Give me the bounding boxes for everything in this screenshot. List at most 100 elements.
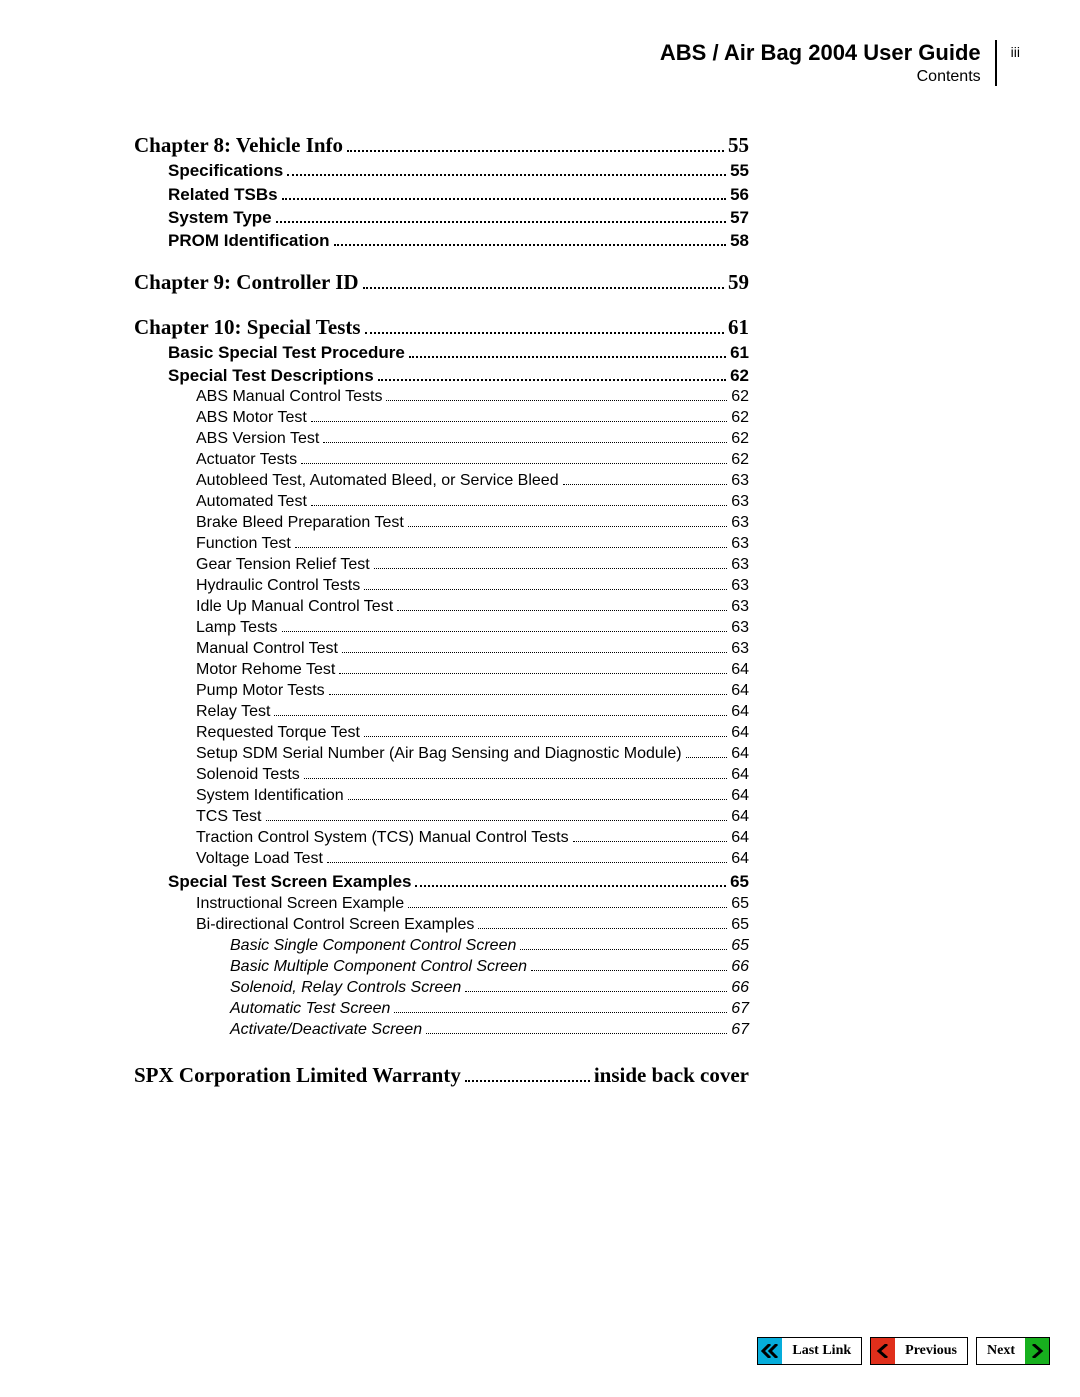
toc-leader-dots — [378, 371, 726, 381]
toc-label: Related TSBs — [168, 184, 278, 205]
toc-label: Basic Special Test Procedure — [168, 342, 405, 363]
toc-row[interactable]: Chapter 9: Controller ID59 — [134, 269, 749, 295]
toc-label: Function Test — [196, 534, 291, 554]
toc-row[interactable]: SPX Corporation Limited Warrantyinside b… — [134, 1062, 749, 1088]
toc-row[interactable]: Related TSBs 56 — [168, 184, 749, 205]
toc-row[interactable]: TCS Test 64 — [196, 807, 749, 827]
toc-row[interactable]: Automatic Test Screen67 — [230, 999, 749, 1019]
toc-label: Chapter 10: Special Tests — [134, 314, 361, 340]
toc-label: Requested Torque Test — [196, 723, 360, 743]
toc-page: 64 — [731, 660, 749, 680]
toc-row[interactable]: Setup SDM Serial Number (Air Bag Sensing… — [196, 744, 749, 764]
doc-subtitle: Contents — [660, 68, 981, 86]
toc-label: PROM Identification — [168, 230, 330, 251]
toc-row[interactable]: ABS Motor Test62 — [196, 408, 749, 428]
toc-leader-dots — [347, 139, 724, 152]
toc-row[interactable]: Brake Bleed Preparation Test63 — [196, 513, 749, 533]
toc-leader-dots — [304, 770, 727, 780]
toc-row[interactable]: PROM Identification58 — [168, 230, 749, 251]
toc-label: Bi-directional Control Screen Examples — [196, 915, 474, 935]
toc-label: Gear Tension Relief Test — [196, 555, 370, 575]
toc-row[interactable]: Basic Single Component Control Screen65 — [230, 936, 749, 956]
toc-leader-dots — [465, 1069, 590, 1082]
toc-label: Solenoid, Relay Controls Screen — [230, 978, 461, 998]
toc-page: 57 — [730, 207, 749, 228]
next-button[interactable]: Next — [976, 1337, 1050, 1365]
toc-label: Basic Multiple Component Control Screen — [230, 957, 527, 977]
toc-row[interactable]: Traction Control System (TCS) Manual Con… — [196, 828, 749, 848]
toc-row[interactable]: System Identification64 — [196, 786, 749, 806]
toc-row[interactable]: Chapter 8: Vehicle Info55 — [134, 132, 749, 158]
toc-label: Special Test Descriptions — [168, 365, 374, 386]
toc-page: 63 — [731, 618, 749, 638]
toc-row[interactable]: Lamp Tests 63 — [196, 618, 749, 638]
toc-page: 66 — [731, 957, 749, 977]
toc-page: 63 — [731, 555, 749, 575]
toc-row[interactable]: System Type57 — [168, 207, 749, 228]
toc-page: 56 — [730, 184, 749, 205]
toc-leader-dots — [323, 434, 727, 444]
toc-page: 55 — [730, 160, 749, 181]
toc-leader-dots — [408, 518, 727, 528]
toc-label: Manual Control Test — [196, 639, 338, 659]
previous-button[interactable]: Previous — [870, 1337, 968, 1365]
toc-page: 63 — [731, 513, 749, 533]
toc-leader-dots — [531, 961, 727, 971]
toc-row[interactable]: Automated Test63 — [196, 492, 749, 512]
toc-row[interactable]: Basic Multiple Component Control Screen 6… — [230, 957, 749, 977]
toc-page: 64 — [731, 849, 749, 869]
toc-row[interactable]: Hydraulic Control Tests63 — [196, 576, 749, 596]
toc-page: 63 — [731, 576, 749, 596]
toc-page: 65 — [731, 936, 749, 956]
toc-row[interactable]: Solenoid, Relay Controls Screen66 — [230, 978, 749, 998]
page-number: iii — [1011, 40, 1020, 60]
toc-row[interactable]: Idle Up Manual Control Test63 — [196, 597, 749, 617]
toc-row[interactable]: Voltage Load Test64 — [196, 849, 749, 869]
toc-row[interactable]: ABS Version Test62 — [196, 429, 749, 449]
lastlink-label: Last Link — [782, 1338, 861, 1364]
toc-page: 64 — [731, 807, 749, 827]
toc-leader-dots — [374, 560, 727, 570]
toc-row[interactable]: Basic Special Test Procedure61 — [168, 342, 749, 363]
toc-leader-dots — [329, 686, 728, 696]
toc-page: 64 — [731, 681, 749, 701]
toc-leader-dots — [342, 644, 727, 654]
toc-row[interactable]: ABS Manual Control Tests62 — [196, 387, 749, 407]
lastlink-button[interactable]: Last Link — [757, 1337, 862, 1365]
toc-row[interactable]: Actuator Tests62 — [196, 450, 749, 470]
toc-label: ABS Version Test — [196, 429, 319, 449]
toc-leader-dots — [282, 189, 726, 199]
header-divider — [995, 40, 997, 86]
toc-row[interactable]: Relay Test64 — [196, 702, 749, 722]
toc-label: Chapter 8: Vehicle Info — [134, 132, 343, 158]
toc-row[interactable]: Chapter 10: Special Tests 61 — [134, 314, 749, 340]
toc-label: Lamp Tests — [196, 618, 278, 638]
toc-row[interactable]: Bi-directional Control Screen Examples 65 — [196, 915, 749, 935]
toc-leader-dots — [686, 749, 728, 759]
toc-page: 62 — [731, 387, 749, 407]
toc-row[interactable]: Gear Tension Relief Test 63 — [196, 555, 749, 575]
next-label: Next — [977, 1338, 1025, 1364]
toc-row[interactable]: Special Test Descriptions62 — [168, 365, 749, 386]
toc-row[interactable]: Solenoid Tests64 — [196, 765, 749, 785]
toc-row[interactable]: Specifications55 — [168, 160, 749, 181]
toc-row[interactable]: Function Test63 — [196, 534, 749, 554]
toc-page: 61 — [728, 314, 749, 340]
toc-page: 65 — [731, 915, 749, 935]
chevron-right-icon — [1025, 1338, 1049, 1364]
toc-row[interactable]: Pump Motor Tests64 — [196, 681, 749, 701]
toc-row[interactable]: Autobleed Test, Automated Bleed, or Serv… — [196, 471, 749, 491]
toc-row[interactable]: Motor Rehome Test64 — [196, 660, 749, 680]
toc-row[interactable]: Special Test Screen Examples65 — [168, 871, 749, 892]
toc-label: SPX Corporation Limited Warranty — [134, 1062, 461, 1088]
toc-row[interactable]: Activate/Deactivate Screen67 — [230, 1020, 749, 1040]
toc-leader-dots — [408, 898, 727, 908]
toc-row[interactable]: Instructional Screen Example65 — [196, 894, 749, 914]
toc-label: TCS Test — [196, 807, 262, 827]
toc-row[interactable]: Requested Torque Test64 — [196, 723, 749, 743]
chevron-left-icon — [871, 1338, 895, 1364]
toc-label: Instructional Screen Example — [196, 894, 404, 914]
toc-label: ABS Motor Test — [196, 408, 307, 428]
toc-row[interactable]: Manual Control Test63 — [196, 639, 749, 659]
toc-leader-dots — [563, 476, 728, 486]
